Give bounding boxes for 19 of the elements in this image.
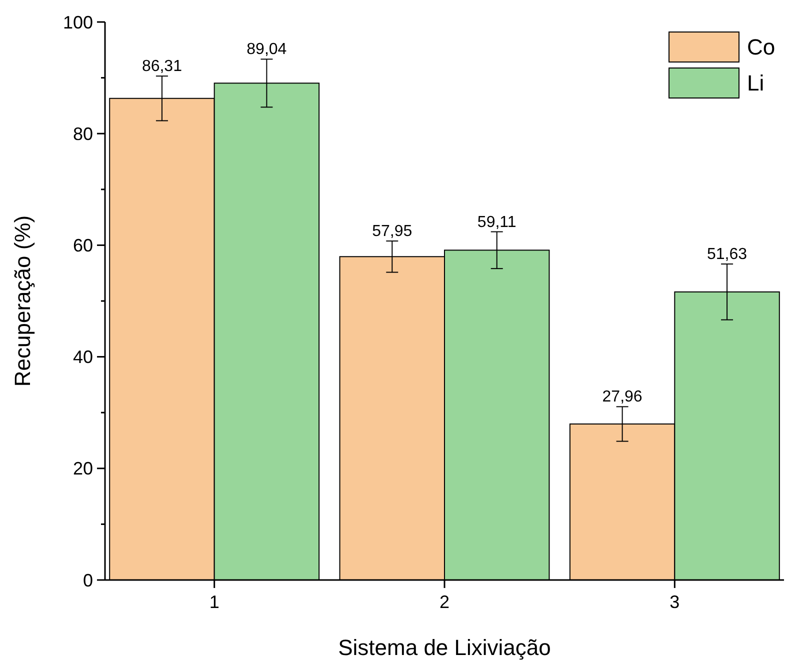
x-tick-label: 2 — [439, 592, 450, 612]
y-tick-label: 100 — [62, 12, 93, 32]
data-label: 51,63 — [707, 246, 748, 264]
data-label: 59,11 — [477, 214, 516, 231]
x-tick-label: 3 — [670, 592, 680, 612]
y-tick-label: 40 — [72, 347, 93, 368]
y-tick-label: 80 — [72, 124, 93, 144]
legend-label: Li — [747, 70, 764, 96]
y-tick-label: 0 — [82, 570, 93, 590]
data-label: 89,04 — [246, 41, 287, 58]
y-axis-title: Recuperação (%) — [10, 215, 35, 387]
y-tick-label: 60 — [72, 236, 93, 256]
legend-label: Co — [747, 34, 776, 60]
data-label: 27,96 — [602, 388, 642, 406]
x-tick-label: 1 — [209, 592, 220, 612]
x-axis-title: Sistema de Lixiviação — [338, 635, 551, 660]
data-label: 57,95 — [372, 223, 412, 240]
y-tick-label: 20 — [72, 458, 93, 479]
data-label: 86,31 — [142, 58, 182, 76]
